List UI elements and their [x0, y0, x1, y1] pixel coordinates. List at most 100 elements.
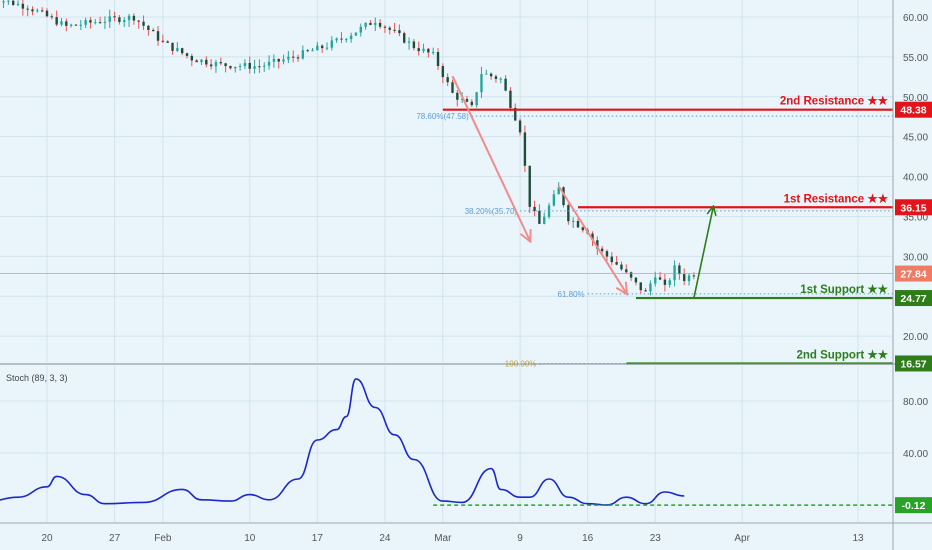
candle-body[interactable]: [74, 24, 78, 26]
candle-body[interactable]: [557, 187, 560, 195]
candle-body[interactable]: [654, 277, 657, 284]
candle-body[interactable]: [678, 265, 681, 275]
candle-body[interactable]: [634, 277, 638, 283]
candle-body[interactable]: [7, 0, 10, 2]
candle-body[interactable]: [683, 274, 686, 282]
candle-body[interactable]: [330, 40, 334, 48]
candle-body[interactable]: [364, 22, 367, 27]
candle-body[interactable]: [499, 78, 502, 80]
candle-body[interactable]: [523, 132, 527, 166]
price-panel[interactable]: [0, 0, 893, 296]
candle-body[interactable]: [166, 41, 169, 43]
stochastic-panel[interactable]: [0, 363, 932, 506]
candle-body[interactable]: [21, 3, 25, 9]
candle-body[interactable]: [69, 24, 73, 26]
candle-body[interactable]: [441, 66, 445, 78]
candle-body[interactable]: [388, 27, 391, 30]
candle-body[interactable]: [190, 55, 194, 61]
candle-body[interactable]: [263, 65, 266, 67]
candle-body[interactable]: [36, 10, 39, 12]
candle-body[interactable]: [176, 48, 179, 51]
candle-body[interactable]: [127, 15, 131, 21]
candle-body[interactable]: [258, 66, 261, 68]
candle-body[interactable]: [296, 57, 300, 59]
candle-body[interactable]: [374, 22, 377, 25]
candle-body[interactable]: [470, 101, 474, 106]
candle-body[interactable]: [272, 58, 276, 62]
candle-body[interactable]: [692, 275, 696, 277]
candle-body[interactable]: [668, 280, 671, 285]
candle-body[interactable]: [123, 20, 126, 23]
candle-body[interactable]: [552, 194, 556, 206]
candle-body[interactable]: [214, 62, 218, 67]
candle-body[interactable]: [320, 45, 324, 49]
candle-body[interactable]: [12, 0, 15, 5]
candle-body[interactable]: [485, 73, 488, 75]
candle-body[interactable]: [345, 39, 348, 41]
candle-body[interactable]: [504, 78, 507, 91]
candle-body[interactable]: [687, 275, 691, 282]
candle-body[interactable]: [291, 56, 295, 58]
candle-body[interactable]: [147, 25, 150, 30]
candle-body[interactable]: [629, 272, 633, 278]
candle-body[interactable]: [267, 61, 271, 66]
candle-body[interactable]: [195, 60, 198, 63]
candle-body[interactable]: [596, 240, 599, 249]
candle-body[interactable]: [625, 269, 628, 273]
candle-body[interactable]: [316, 45, 319, 51]
candle-body[interactable]: [277, 58, 280, 62]
candle-body[interactable]: [431, 51, 435, 53]
candle-body[interactable]: [253, 66, 256, 69]
candle-body[interactable]: [340, 38, 343, 40]
candle-body[interactable]: [398, 30, 401, 34]
candle-body[interactable]: [26, 8, 29, 10]
candle-body[interactable]: [200, 59, 203, 63]
candle-body[interactable]: [349, 35, 353, 40]
candle-body[interactable]: [562, 187, 565, 206]
candle-body[interactable]: [451, 82, 454, 93]
stochastic-line[interactable]: [0, 378, 685, 506]
candle-body[interactable]: [45, 10, 49, 17]
candle-body[interactable]: [378, 22, 382, 27]
candle-body[interactable]: [248, 62, 251, 69]
candle-body[interactable]: [103, 21, 107, 23]
candle-body[interactable]: [108, 16, 111, 22]
candle-body[interactable]: [306, 50, 309, 52]
candle-body[interactable]: [528, 165, 531, 207]
candle-body[interactable]: [383, 26, 387, 28]
candle-body[interactable]: [98, 22, 102, 24]
candle-body[interactable]: [427, 48, 430, 53]
candle-body[interactable]: [610, 256, 614, 263]
candle-body[interactable]: [644, 290, 647, 292]
candle-body[interactable]: [40, 10, 44, 12]
candle-body[interactable]: [663, 279, 667, 285]
candle-body[interactable]: [282, 59, 285, 62]
candle-body[interactable]: [393, 29, 396, 31]
candle-body[interactable]: [514, 107, 517, 121]
candle-body[interactable]: [576, 220, 580, 228]
candle-body[interactable]: [118, 17, 121, 23]
candle-body[interactable]: [543, 216, 546, 224]
candle-body[interactable]: [533, 206, 536, 211]
candle-body[interactable]: [475, 92, 478, 106]
candle-body[interactable]: [571, 220, 575, 222]
candle-body[interactable]: [180, 48, 184, 54]
candle-body[interactable]: [518, 120, 522, 133]
candle-body[interactable]: [79, 24, 82, 26]
candle-body[interactable]: [142, 21, 145, 26]
candle-body[interactable]: [673, 265, 676, 281]
candle-body[interactable]: [359, 26, 362, 33]
candle-body[interactable]: [465, 98, 469, 102]
candle-body[interactable]: [480, 73, 483, 93]
candle-body[interactable]: [456, 92, 459, 100]
candle-body[interactable]: [287, 56, 290, 60]
candle-body[interactable]: [494, 76, 498, 80]
candle-body[interactable]: [369, 22, 372, 25]
candle-body[interactable]: [50, 16, 54, 18]
candle-body[interactable]: [311, 50, 314, 52]
candle-body[interactable]: [16, 3, 20, 5]
candle-body[interactable]: [2, 1, 5, 3]
candle-body[interactable]: [234, 66, 237, 69]
candle-body[interactable]: [354, 32, 358, 36]
candle-body[interactable]: [60, 21, 63, 25]
